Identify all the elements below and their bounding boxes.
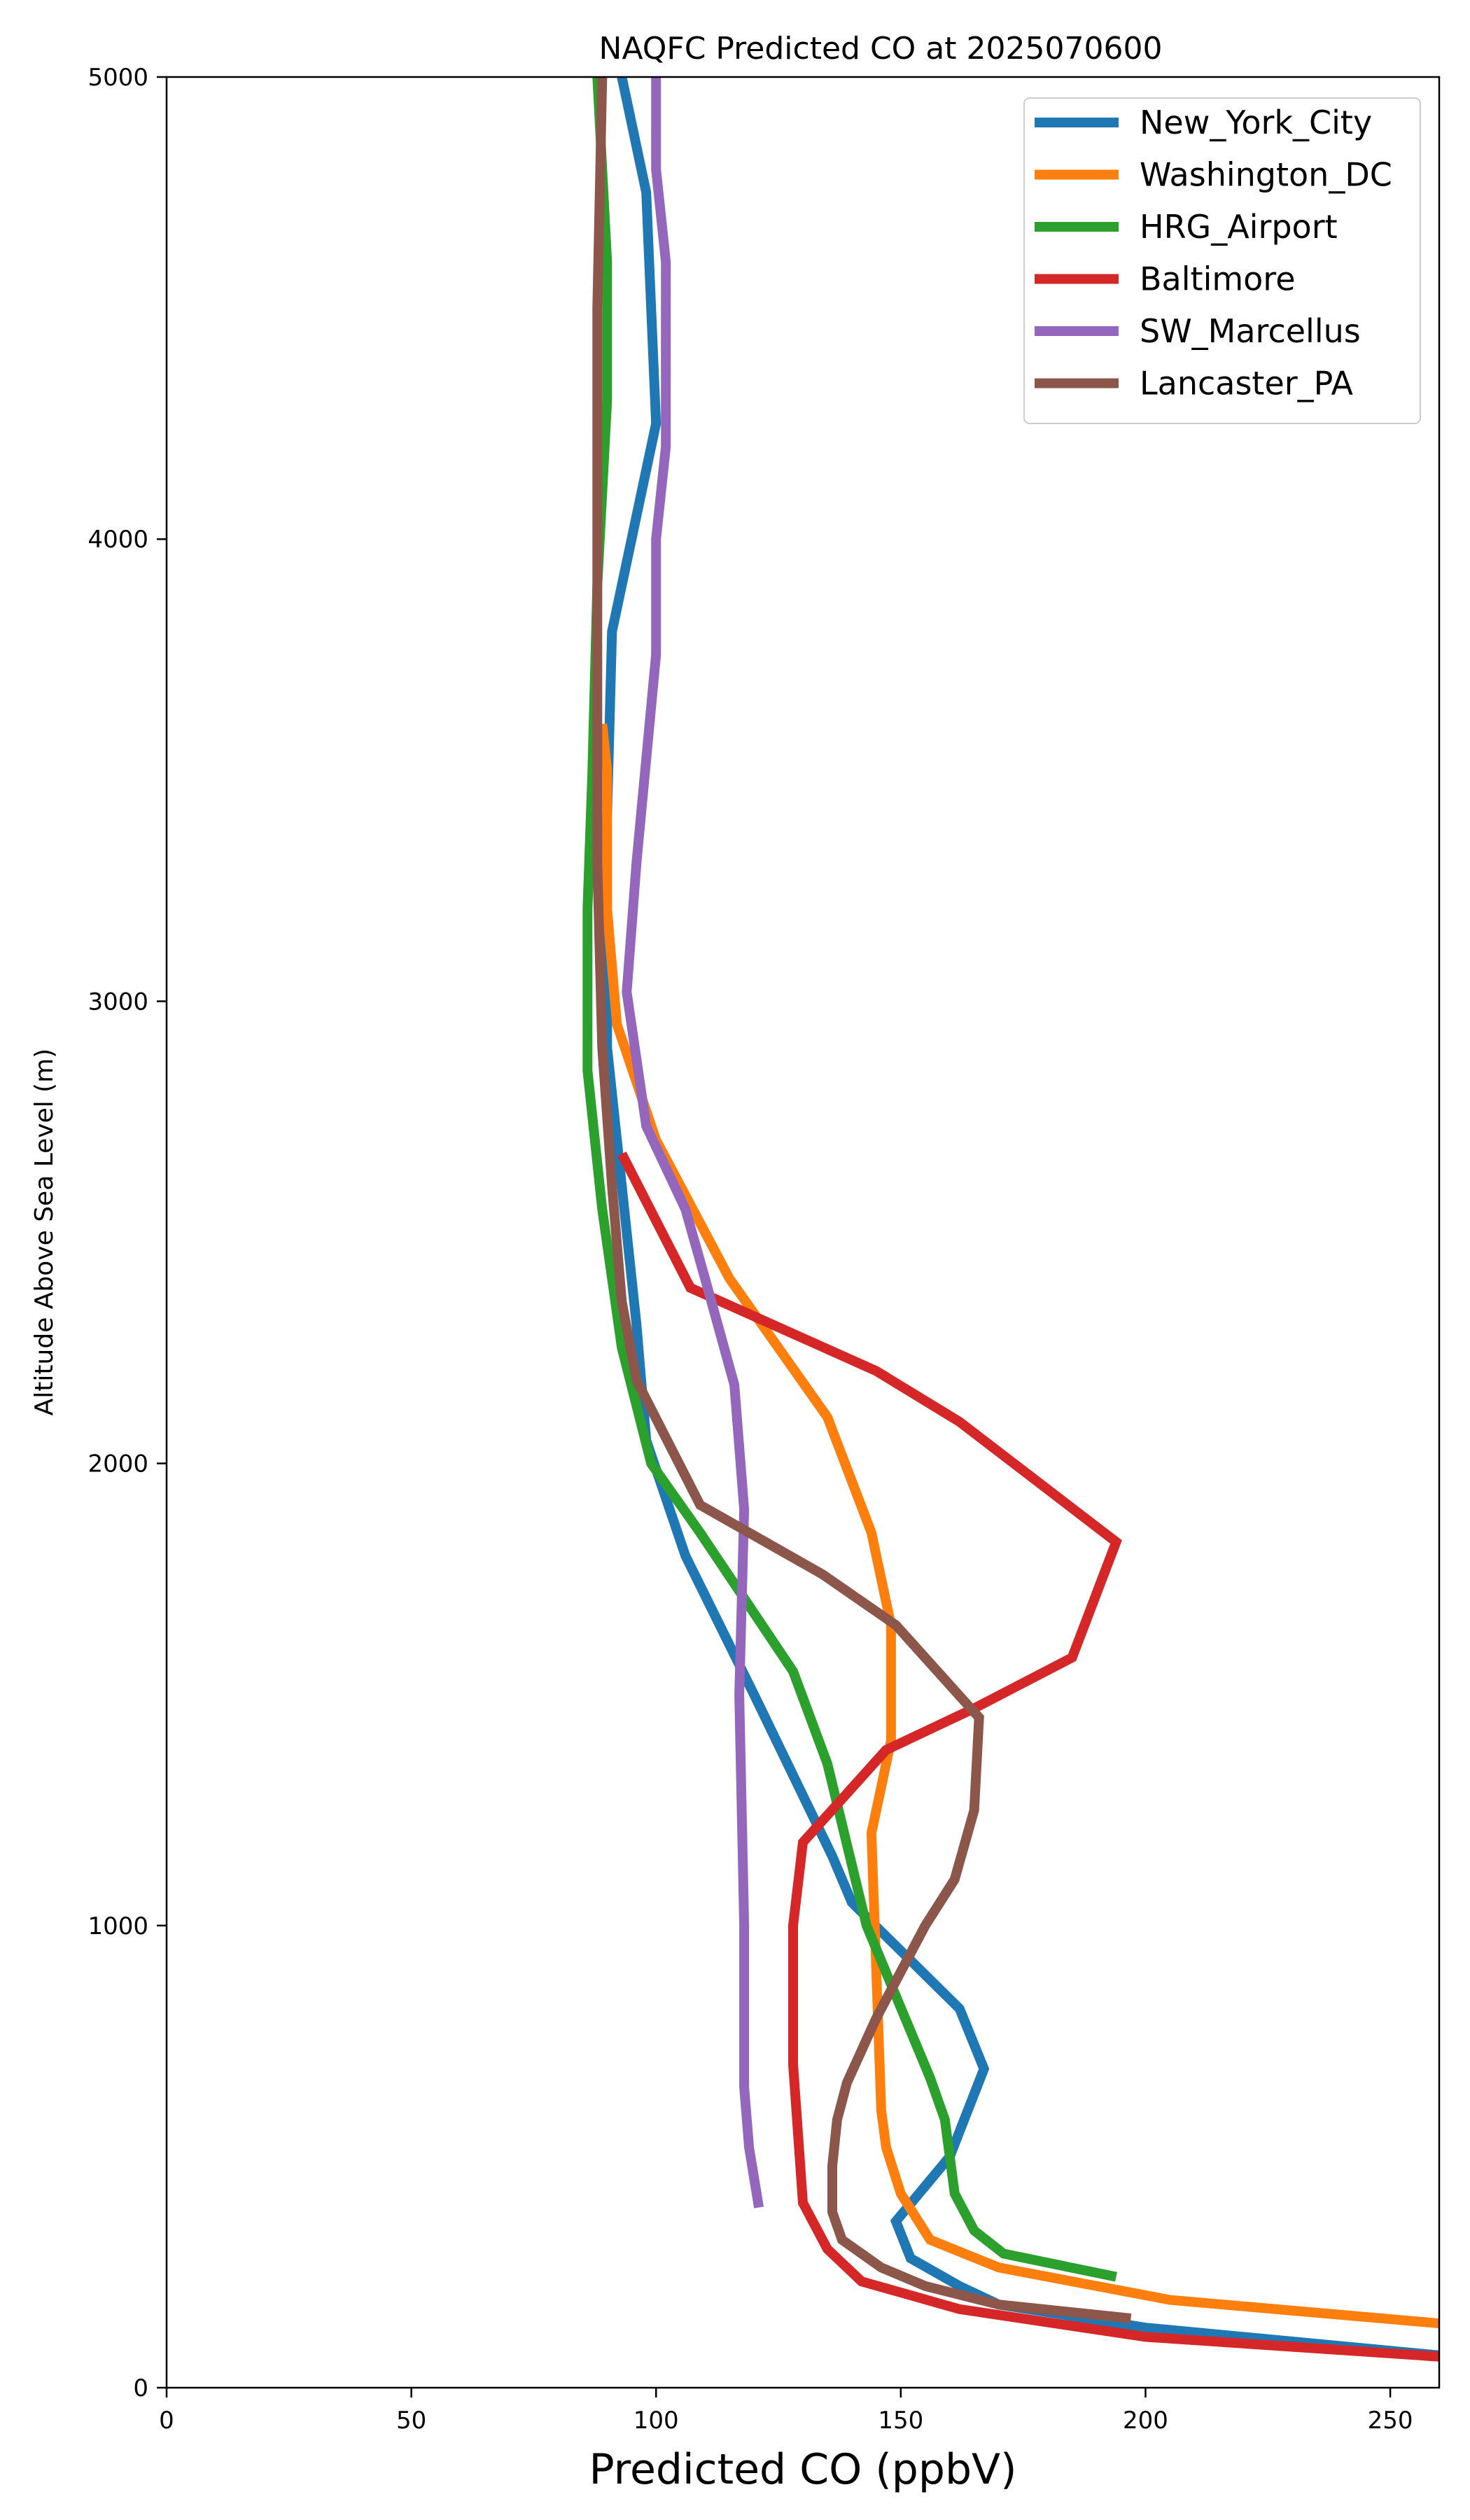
y-tick-label: 3000 — [88, 988, 148, 1016]
chart-title: NAQFC Predicted CO at 2025070600 — [599, 31, 1163, 66]
series-layer — [582, 77, 1439, 2362]
series-line-sw-marcellus — [622, 77, 764, 2208]
series-line-baltimore — [617, 1152, 1439, 2362]
series-line-washington-dc — [597, 723, 1439, 2329]
y-tick-label: 4000 — [88, 526, 148, 554]
x-tick-label: 100 — [634, 2407, 679, 2435]
y-tick-label: 0 — [133, 2374, 148, 2402]
x-tick-label: 200 — [1123, 2407, 1168, 2435]
y-tick-label: 5000 — [88, 64, 148, 92]
legend-label-baltimore: Baltimore — [1140, 260, 1296, 298]
series-line-new-york-city — [602, 77, 1439, 2360]
x-tick-label: 250 — [1368, 2407, 1413, 2435]
y-axis: 0 1000 2000 3000 4000 5000 — [88, 64, 167, 2402]
series-line-lancaster-pa — [592, 77, 1132, 2323]
legend-box — [1023, 97, 1421, 424]
y-axis-label: Altitude Above Sea Level (m) — [30, 1049, 59, 1416]
x-tick-label: 150 — [878, 2407, 923, 2435]
legend: New_York_City Washington_DC HRG_Airport Bal… — [1023, 97, 1421, 424]
legend-label-new-york-city: New_York_City — [1140, 104, 1372, 141]
x-axis-label: Predicted CO (ppbV) — [589, 2445, 1016, 2494]
legend-label-lancaster-pa: Lancaster_PA — [1140, 365, 1353, 402]
legend-label-hrg-airport: HRG_Airport — [1140, 208, 1338, 246]
legend-label-washington-dc: Washington_DC — [1140, 156, 1392, 194]
x-axis: 0 50 100 150 200 250 — [159, 2388, 1413, 2435]
legend-entries: New_York_City Washington_DC HRG_Airport Bal… — [1035, 104, 1392, 402]
plot-frame — [165, 76, 1441, 2389]
x-tick-label: 0 — [159, 2407, 174, 2435]
x-tick-label: 50 — [396, 2407, 426, 2435]
y-tick-label: 1000 — [88, 1912, 148, 1940]
plot-area — [167, 77, 1439, 2388]
legend-label-sw-marcellus: SW_Marcellus — [1140, 312, 1361, 350]
y-tick-label: 2000 — [88, 1450, 148, 1478]
